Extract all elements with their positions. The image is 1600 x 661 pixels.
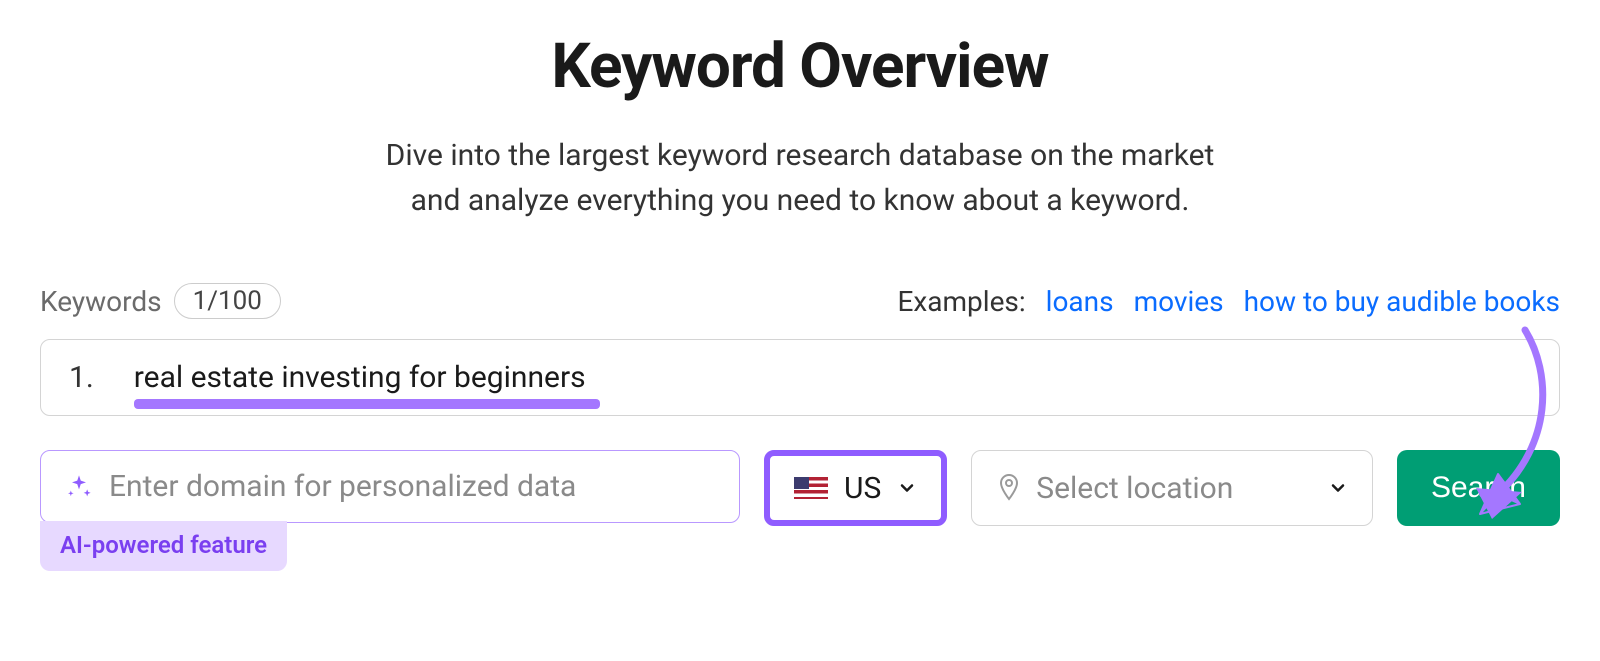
search-button[interactable]: Search (1397, 450, 1560, 526)
domain-placeholder: Enter domain for personalized data (109, 469, 576, 504)
examples-group: Examples: loans movies how to buy audibl… (897, 285, 1560, 318)
keyword-number: 1. (69, 360, 94, 395)
keywords-label: Keywords (40, 285, 162, 318)
location-placeholder: Select location (1036, 471, 1314, 506)
domain-wrap: Enter domain for personalized data AI-po… (40, 450, 740, 571)
domain-input[interactable]: Enter domain for personalized data (40, 450, 740, 523)
country-selector[interactable]: US (764, 450, 947, 526)
page-title: Keyword Overview (40, 30, 1560, 103)
keyword-underline-annotation (134, 399, 600, 409)
controls-row: Enter domain for personalized data AI-po… (40, 450, 1560, 571)
location-selector[interactable]: Select location (971, 450, 1373, 526)
chevron-down-icon (897, 478, 917, 498)
keywords-header-row: Keywords 1/100 Examples: loans movies ho… (40, 283, 1560, 319)
examples-label: Examples: (897, 285, 1025, 318)
us-flag-icon (794, 477, 828, 499)
chevron-down-icon (1328, 478, 1348, 498)
page-container: Keyword Overview Dive into the largest k… (40, 30, 1560, 571)
ai-feature-badge: AI-powered feature (40, 521, 287, 571)
keyword-value: real estate investing for beginners (134, 360, 586, 395)
sparkle-icon (65, 473, 93, 501)
keywords-count-badge: 1/100 (174, 283, 281, 319)
page-subtitle: Dive into the largest keyword research d… (40, 133, 1560, 223)
example-link-audible[interactable]: how to buy audible books (1244, 285, 1560, 318)
keywords-label-group: Keywords 1/100 (40, 283, 281, 319)
example-link-movies[interactable]: movies (1134, 285, 1224, 318)
keyword-text-wrap: real estate investing for beginners (134, 360, 586, 395)
example-link-loans[interactable]: loans (1046, 285, 1114, 318)
keyword-input[interactable]: 1. real estate investing for beginners (40, 339, 1560, 416)
country-code: US (844, 471, 881, 506)
location-pin-icon (996, 473, 1022, 503)
